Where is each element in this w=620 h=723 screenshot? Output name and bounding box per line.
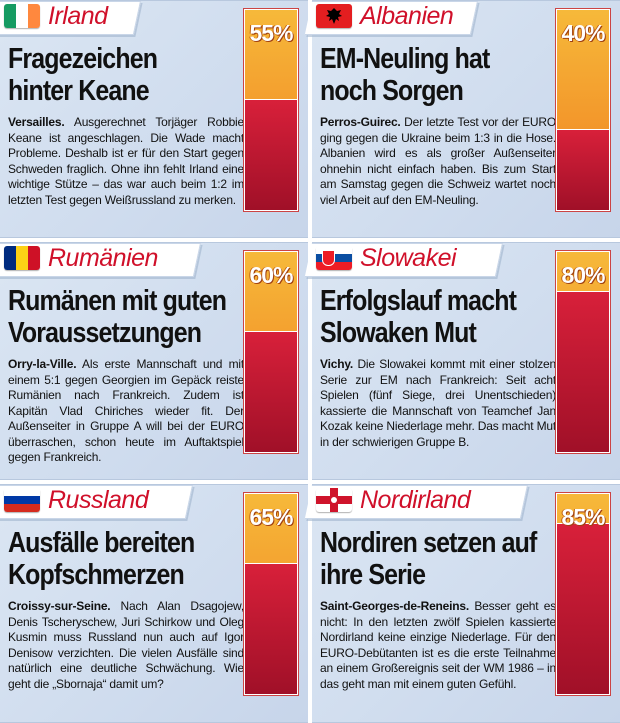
article-text: Orry-la-Ville. Als erste Mannschaft und … xyxy=(8,357,244,466)
headline: Erfolgslauf macht Slowaken Mut xyxy=(320,285,517,349)
percentage-bar: 40% xyxy=(556,9,610,211)
country-name: Albanien xyxy=(360,2,454,30)
percentage-bar-fill xyxy=(557,523,609,694)
article-text: Vichy. Die Slowakei kommt mit einer stol… xyxy=(320,357,556,450)
dateline: Versailles. xyxy=(8,115,65,129)
headline: Ausfälle bereiten Kopfschmerzen xyxy=(8,527,195,591)
percentage-bar-fill xyxy=(557,291,609,452)
percentage-label: 40% xyxy=(561,20,605,46)
dateline: Saint-Georges-de-Reneins. xyxy=(320,599,470,613)
country-name: Nordirland xyxy=(360,486,471,514)
article-text: Saint-Georges-de-Reneins. Besser geht es… xyxy=(320,599,556,692)
percentage-label: 85% xyxy=(561,504,605,530)
percentage-bar: 85% xyxy=(556,493,610,695)
article-body: Die Slowakei kommt mit einer stolzen Ser… xyxy=(320,357,556,449)
dateline: Vichy. xyxy=(320,357,354,371)
article-body: Besser geht es nicht: In den letzten zwö… xyxy=(320,599,556,691)
card-slowakei: Slowakei Erfolgslauf macht Slowaken Mut … xyxy=(304,242,620,480)
country-name: Slowakei xyxy=(360,244,457,272)
flag-rumaenien-icon xyxy=(4,246,40,270)
article-text: Croissy-sur-Seine. Nach Alan Dsagojew, D… xyxy=(8,599,244,692)
flag-albanien-icon xyxy=(316,4,352,28)
card-rumaenien: Rumänien Rumänen mit guten Voraussetzung… xyxy=(0,242,308,480)
article-text: Perros-Guirec. Der letzte Test vor der E… xyxy=(320,115,556,208)
headline: Rumänen mit guten Voraussetzungen xyxy=(8,285,227,349)
flag-nordirland-icon xyxy=(316,488,352,512)
article-text: Versailles. Ausgerechnet Torjäger Robbie… xyxy=(8,115,244,208)
percentage-bar-fill xyxy=(245,331,297,452)
percentage-label: 80% xyxy=(561,262,605,288)
article-body: Ausgerechnet Torjäger Robbie Keane ist a… xyxy=(8,115,244,207)
percentage-label: 65% xyxy=(249,504,293,530)
article-body: Nach Alan Dsagojew, Denis Tscheryschew, … xyxy=(8,599,244,691)
dateline: Croissy-sur-Seine. xyxy=(8,599,111,613)
headline: Fragezeichen hinter Keane xyxy=(8,43,158,107)
percentage-bar-fill xyxy=(557,129,609,210)
flag-irland-icon xyxy=(4,4,40,28)
percentage-bar: 65% xyxy=(244,493,298,695)
headline: Nordiren setzen auf ihre Serie xyxy=(320,527,537,591)
percentage-bar: 60% xyxy=(244,251,298,453)
headline: EM-Neuling hat noch Sorgen xyxy=(320,43,490,107)
card-russland: Russland Ausfälle bereiten Kopfschmerzen… xyxy=(0,484,308,723)
article-body: Der letzte Test vor der EURO ging gegen … xyxy=(320,115,556,207)
country-name: Rumänien xyxy=(48,244,158,272)
dateline: Perros-Guirec. xyxy=(320,115,401,129)
percentage-bar-fill xyxy=(245,563,297,694)
percentage-bar: 55% xyxy=(244,9,298,211)
flag-slowakei-icon xyxy=(316,246,352,270)
card-albanien: Albanien EM-Neuling hat noch Sorgen Perr… xyxy=(304,0,620,238)
dateline: Orry-la-Ville. xyxy=(8,357,77,371)
country-name: Russland xyxy=(48,486,149,514)
percentage-label: 55% xyxy=(249,20,293,46)
card-nordirland: Nordirland Nordiren setzen auf ihre Seri… xyxy=(304,484,620,723)
card-irland: Irland Fragezeichen hinter Keane Versail… xyxy=(0,0,308,238)
country-name: Irland xyxy=(48,2,108,30)
article-body: Als erste Mannschaft und mit einem 5:1 g… xyxy=(8,357,244,464)
percentage-bar-fill xyxy=(245,99,297,210)
percentage-bar: 80% xyxy=(556,251,610,453)
percentage-label: 60% xyxy=(249,262,293,288)
flag-russland-icon xyxy=(4,488,40,512)
